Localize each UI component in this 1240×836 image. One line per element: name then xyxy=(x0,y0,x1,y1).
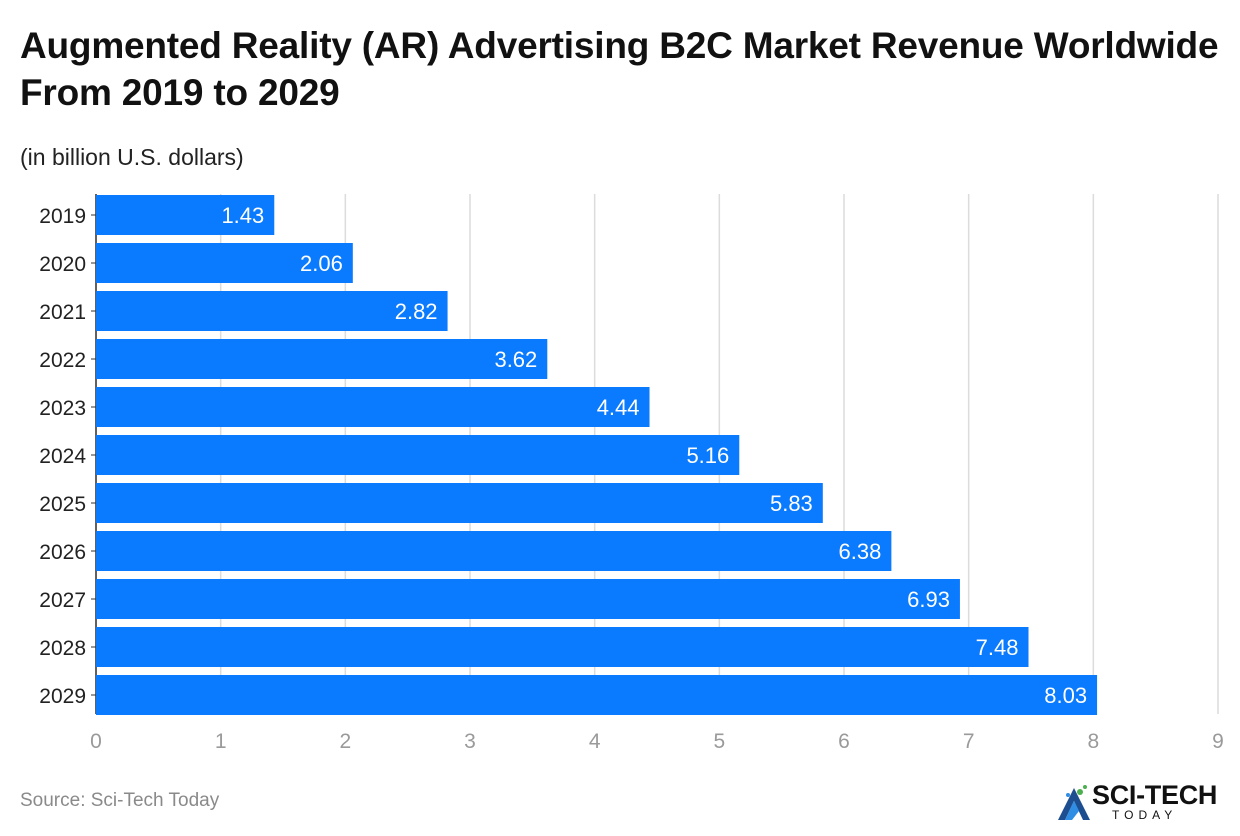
bar xyxy=(96,483,823,523)
category-label: 2024 xyxy=(39,445,86,468)
category-labels: 2019 2020 2021 2022 2023 2024 2025 2026 2027 2028… xyxy=(39,205,96,708)
category-label: 2025 xyxy=(39,493,86,516)
x-tick-label: 8 xyxy=(1087,730,1099,753)
sci-tech-logo: SCI-TECH TODAY xyxy=(1054,778,1230,828)
bar-chart: 1.43 2.06 2.82 3.62 4.44 5.16 5.83 6.38 6.93 7.48… xyxy=(39,194,1224,753)
chart-subtitle: (in billion U.S. dollars) xyxy=(20,144,244,170)
bar-value-label: 6.38 xyxy=(839,539,882,564)
category-label: 2029 xyxy=(39,685,86,708)
bar xyxy=(96,531,892,571)
category-label: 2020 xyxy=(39,253,86,276)
category-label: 2021 xyxy=(39,301,86,324)
bar-value-label: 5.16 xyxy=(686,443,729,468)
category-label: 2022 xyxy=(39,349,86,372)
x-tick-label: 7 xyxy=(963,730,975,753)
bar xyxy=(96,387,650,427)
x-tick-label: 9 xyxy=(1212,730,1224,753)
x-tick-label: 2 xyxy=(339,730,351,753)
category-label: 2026 xyxy=(39,541,86,564)
bar xyxy=(96,435,740,475)
bar xyxy=(96,339,548,379)
bar-value-label: 7.48 xyxy=(976,635,1019,660)
bar xyxy=(96,291,448,331)
category-label: 2028 xyxy=(39,637,86,660)
bar xyxy=(96,579,960,619)
x-tick-label: 1 xyxy=(215,730,227,753)
x-tick-label: 5 xyxy=(713,730,725,753)
bar-value-label: 8.03 xyxy=(1044,683,1087,708)
x-tick-label: 6 xyxy=(838,730,850,753)
category-label: 2027 xyxy=(39,589,86,612)
logo-tagline: TODAY xyxy=(1112,808,1178,822)
source-note: Source: Sci-Tech Today xyxy=(20,790,220,811)
bar-value-label: 1.43 xyxy=(221,203,264,228)
bar-value-label: 2.06 xyxy=(300,251,343,276)
bar-value-label: 2.82 xyxy=(395,299,438,324)
x-tick-label: 0 xyxy=(90,730,102,753)
bar xyxy=(96,627,1029,667)
x-tick-label: 4 xyxy=(589,730,601,753)
category-label: 2023 xyxy=(39,397,86,420)
bar xyxy=(96,243,353,283)
bar-value-label: 5.83 xyxy=(770,491,813,516)
bar-value-label: 4.44 xyxy=(597,395,640,420)
logo-name: SCI-TECH xyxy=(1092,780,1218,810)
chart-title: Augmented Reality (AR) Advertising B2C M… xyxy=(20,25,1219,113)
bar xyxy=(96,675,1098,715)
x-tick-label: 3 xyxy=(464,730,476,753)
x-axis-ticks: 0 1 2 3 4 5 6 7 8 9 xyxy=(90,730,1224,753)
bars: 1.43 2.06 2.82 3.62 4.44 5.16 5.83 6.38 6.93 7.48… xyxy=(96,195,1098,715)
bar-value-label: 6.93 xyxy=(907,587,950,612)
logo-mark-icon xyxy=(1058,785,1090,820)
category-label: 2019 xyxy=(39,205,86,228)
bar xyxy=(96,195,275,235)
bar-value-label: 3.62 xyxy=(494,347,537,372)
